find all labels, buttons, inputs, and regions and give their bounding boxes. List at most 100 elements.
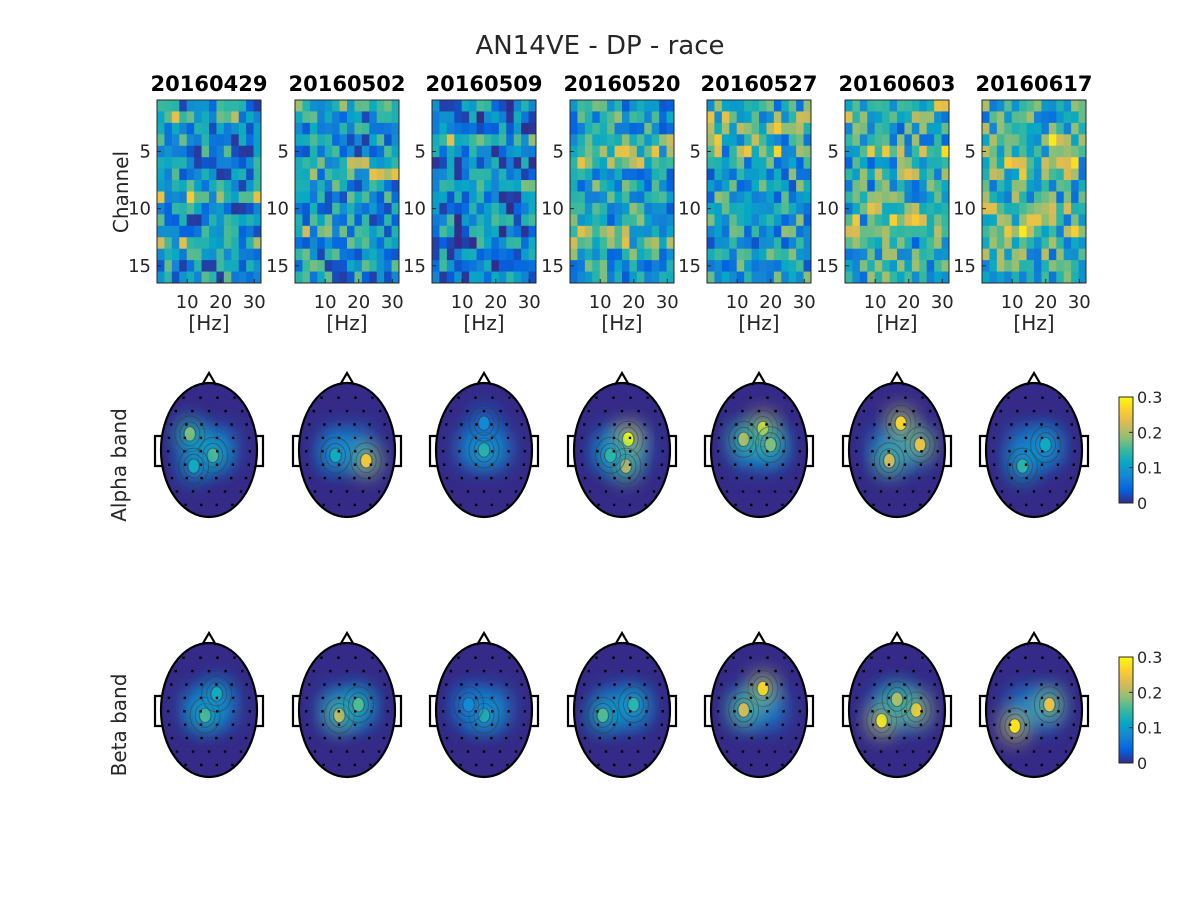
electrode [932,736,936,740]
heatmap-cell [714,214,723,227]
heatmap-cell [584,271,593,284]
heatmap-cell [223,202,232,215]
electrode [239,490,243,493]
heatmap-cell [361,271,370,284]
electrode [765,476,768,480]
heatmap-cell [845,157,853,170]
topoplot-20160527 [703,370,815,519]
heatmap-cell [859,100,868,112]
heatmap-frame [981,99,1087,284]
heatmap-cell [521,157,529,170]
heatmap-cell [584,134,593,147]
heatmap-cell [904,271,913,284]
electrode [247,723,250,726]
heatmap-cell [659,225,667,238]
heatmap-cell [253,260,262,272]
heatmap-cell [629,248,638,261]
heatmap-cell [1034,191,1042,204]
heatmap-cell [766,111,775,124]
heatmap-cell [592,111,601,124]
heatmap-cell [773,225,782,238]
heatmap-cell [186,145,195,158]
electrode [887,656,890,659]
heatmap-cell [484,145,492,158]
heatmap-cell [1063,122,1072,135]
heatmap-cell [729,122,738,135]
heatmap-cell [157,225,165,238]
peak-core [895,416,906,431]
contour-line [755,426,787,464]
heatmap-cell [570,168,578,181]
heatmap-cell [432,180,440,192]
heatmap-cell [309,180,318,192]
electrode [499,409,502,413]
heatmap-cell [707,180,715,192]
heatmap-cell [354,248,363,261]
electrode [200,503,203,507]
heatmap-cell [766,180,775,192]
heatmap-cell [391,100,400,112]
heatmap-cell [216,168,225,181]
electrode [773,490,777,493]
electrode [588,750,592,753]
contour-line [881,680,913,718]
heatmap-cell [1004,145,1013,158]
heatmap-cell [889,157,898,170]
heatmap-cell [209,180,217,192]
heatmap-cell [651,168,660,181]
session-title: 20160527 [701,72,818,96]
heatmap-cell [476,260,485,272]
electrode [661,710,664,713]
heatmap-cell [1063,100,1072,112]
peak-core [597,708,608,723]
electrode [749,450,752,453]
electrode [379,409,382,413]
heatmap-cell [295,111,303,124]
right-ear-outline [531,434,540,468]
heatmap-cell [570,248,578,261]
heatmap-cell [1034,214,1042,227]
heatmap-cell [707,111,715,124]
heatmap-cell [897,237,905,250]
heatmap-cell [867,122,876,135]
heatmap-cell [339,122,348,135]
heatmap-cell [179,145,188,158]
topoplot-20160509 [428,630,540,779]
heatmap-cell [636,225,645,238]
electrode [1009,503,1012,507]
heatmap-cell [376,271,385,284]
heatmap-cell [644,122,653,135]
heatmap-cell [599,271,608,284]
heatmap-cell [889,111,898,124]
contour-line [458,692,480,718]
electrode [855,450,858,453]
heatmap-cell [622,111,630,124]
electrode [919,696,923,700]
heatmap-cell [469,157,477,170]
heatmap-cell [996,202,1005,215]
heatmap-cell [584,157,593,170]
electrode [1055,423,1058,426]
heatmap-cell [941,202,950,215]
electrode [903,736,906,740]
heatmap-cell [1026,248,1035,261]
heatmap-cell [982,168,990,181]
heatmap-cell [592,134,601,147]
contour-line [206,447,220,464]
heatmap-cell [179,225,188,238]
heatmap-cell [577,157,586,170]
heatmap-cell [347,271,355,284]
head-outline [159,641,259,779]
peak-core [184,426,195,441]
electrode [175,490,179,493]
electrode [583,476,587,480]
head-outline [847,381,947,519]
heatmap-cell [1056,145,1065,158]
electrode [872,763,875,767]
heatmap-cell [201,225,210,238]
electrode [1040,463,1044,466]
heatmap-cell [209,191,217,204]
heatmap-cell [803,237,812,250]
electrode [519,476,523,480]
heatmap-cell [246,237,254,250]
